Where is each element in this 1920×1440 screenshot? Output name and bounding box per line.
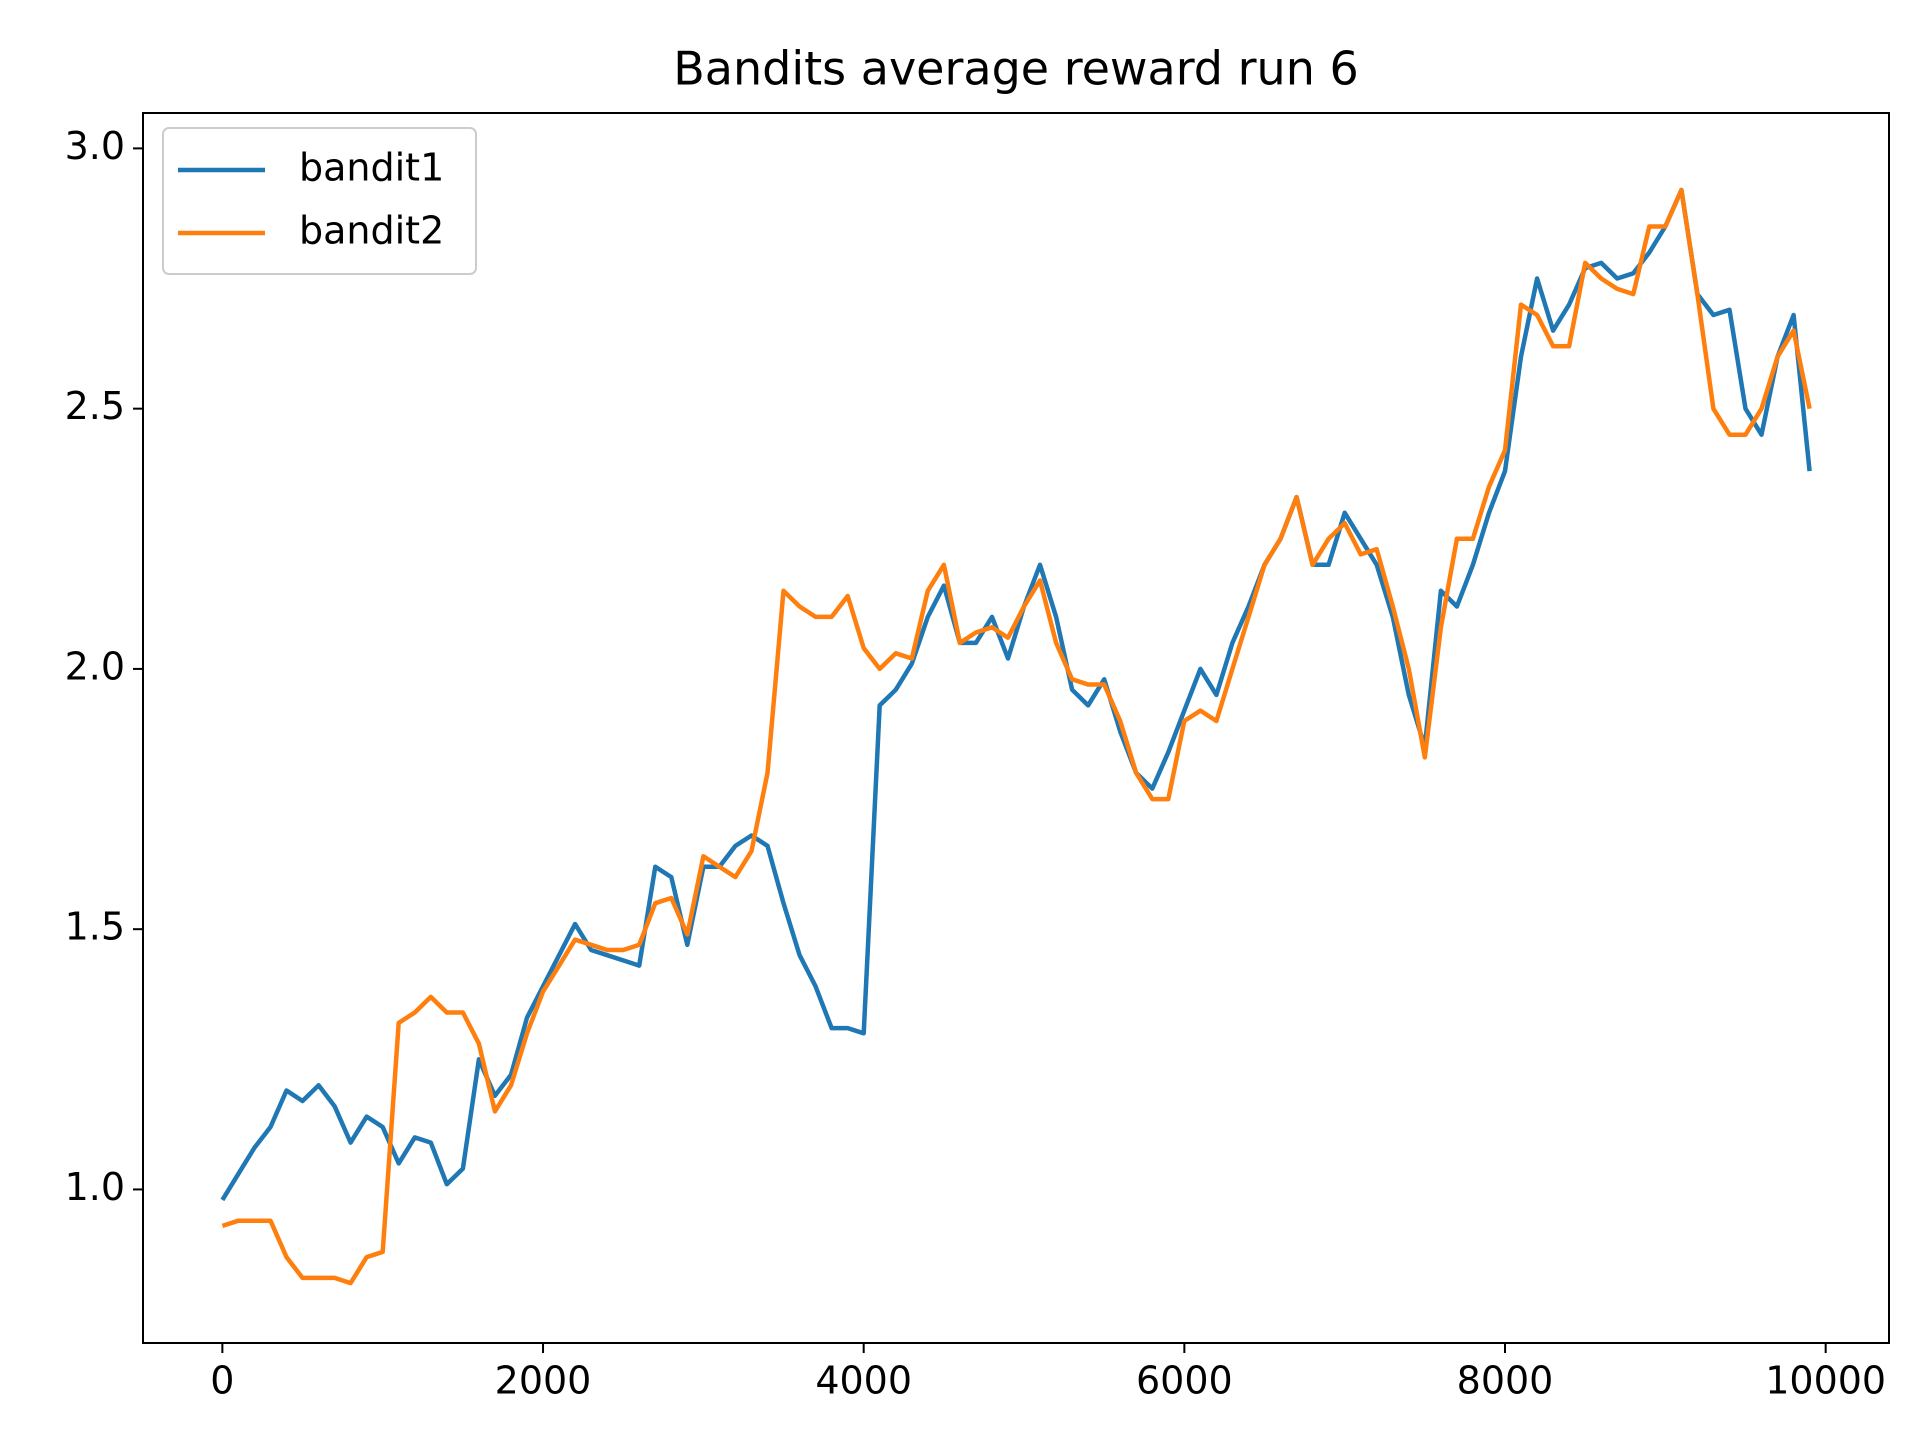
y-tick-label: 1.5 [65,905,125,949]
y-tick-label: 2.5 [65,384,125,428]
legend-label: bandit2 [299,209,444,253]
plot-frame [142,112,1890,1344]
x-tick-label: 4000 [815,1359,912,1403]
chart-title: Bandits average reward run 6 [673,42,1359,96]
series-line [221,187,1812,1286]
x-tick-label: 6000 [1136,1359,1233,1403]
legend-label: bandit1 [299,146,444,190]
x-tick-label: 0 [210,1359,234,1403]
x-tick-label: 10000 [1765,1359,1886,1403]
x-tick-label: 8000 [1457,1359,1554,1403]
y-tick-label: 1.0 [65,1165,125,1209]
y-tick-label: 3.0 [65,124,125,168]
legend-box [162,127,477,275]
y-tick-label: 2.0 [65,644,125,688]
x-tick-label: 2000 [495,1359,592,1403]
